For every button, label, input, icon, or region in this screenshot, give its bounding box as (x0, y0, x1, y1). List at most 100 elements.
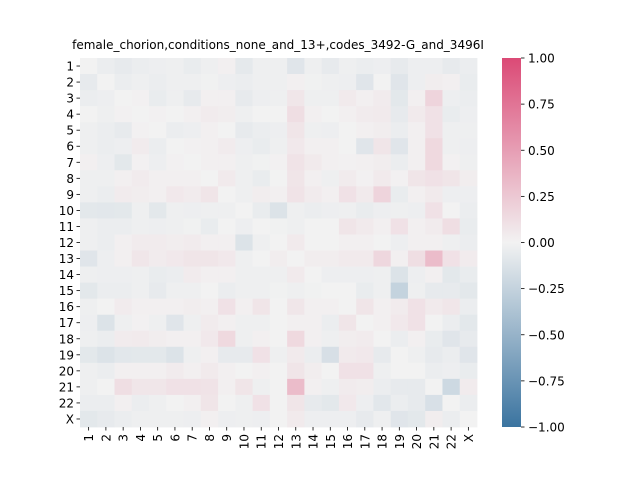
x-tick-label: 12 (272, 434, 286, 449)
heatmap-cell (425, 90, 443, 107)
heatmap-cell (114, 298, 133, 316)
heatmap-cell (235, 298, 254, 316)
heatmap-cell (407, 266, 426, 284)
heatmap-cell (131, 410, 150, 428)
heatmap-cell (459, 394, 478, 412)
heatmap-cell (218, 202, 236, 219)
heatmap-cell (166, 106, 184, 123)
heatmap-cell (149, 346, 167, 364)
heatmap-cell (166, 410, 184, 428)
colorbar-tick-label: 1.00 (528, 52, 555, 66)
heatmap-cell (356, 58, 374, 75)
heatmap-cell (442, 298, 461, 316)
heatmap-cell (183, 314, 202, 332)
heatmap-cell (183, 170, 202, 187)
heatmap-cell (131, 154, 150, 171)
heatmap-cell (131, 250, 150, 267)
heatmap-cell (252, 234, 271, 251)
heatmap-cell (459, 234, 478, 251)
heatmap-cell (356, 330, 374, 348)
heatmap-cell (149, 58, 167, 75)
heatmap-cell (218, 266, 236, 284)
heatmap-cell (252, 122, 271, 139)
heatmap-cell (321, 106, 340, 123)
heatmap-cell (200, 298, 219, 316)
heatmap-cell (200, 58, 219, 75)
heatmap-cell (442, 218, 461, 235)
heatmap-cell (80, 314, 98, 332)
heatmap-cell (287, 90, 305, 107)
heatmap-cell (338, 58, 357, 75)
heatmap-cell (131, 58, 150, 75)
heatmap-cell (407, 410, 426, 428)
heatmap-cell (80, 330, 98, 348)
heatmap-cell (407, 106, 426, 123)
heatmap-cell (407, 234, 426, 251)
heatmap-cell (114, 138, 133, 155)
heatmap-cell (252, 266, 271, 284)
heatmap-cell (287, 74, 305, 91)
heatmap-cell (252, 282, 271, 300)
heatmap-cell (97, 122, 115, 139)
heatmap-cell (304, 298, 323, 316)
heatmap-cell (269, 154, 288, 171)
heatmap-cell (80, 202, 98, 219)
heatmap-cell (97, 138, 115, 155)
heatmap-cell (356, 282, 374, 300)
heatmap-cell (235, 266, 254, 284)
heatmap-cell (166, 266, 184, 284)
heatmap-cell (407, 218, 426, 235)
heatmap-cell (235, 346, 254, 364)
heatmap-cell (356, 218, 374, 235)
heatmap-cell (338, 234, 357, 251)
heatmap-cell (218, 378, 236, 396)
heatmap-cell (200, 218, 219, 235)
heatmap-cell (131, 234, 150, 251)
heatmap-cell (338, 90, 357, 107)
heatmap-cell (287, 106, 305, 123)
heatmap-cell (459, 74, 478, 91)
heatmap-cell (373, 106, 392, 123)
colorbar-tick-label: 0.50 (528, 144, 555, 158)
heatmap-cell (183, 234, 202, 251)
heatmap-cell (131, 330, 150, 348)
heatmap-cell (183, 58, 202, 75)
heatmap-cell (269, 410, 288, 428)
heatmap-cell (269, 106, 288, 123)
heatmap-cell (459, 378, 478, 396)
heatmap-cell (183, 330, 202, 348)
heatmap-cell (373, 90, 392, 107)
heatmap-cell (131, 394, 150, 412)
heatmap-cell (287, 186, 305, 203)
heatmap-cell (390, 410, 409, 428)
heatmap-cell (321, 378, 340, 396)
heatmap-cell (235, 394, 254, 412)
heatmap-cell (166, 218, 184, 235)
heatmap-cell (442, 282, 461, 300)
heatmap-cell (321, 410, 340, 428)
colorbar-tick-label: 0.25 (528, 190, 555, 204)
heatmap-cell (114, 394, 133, 412)
heatmap-cell (338, 138, 357, 155)
heatmap-cell (407, 298, 426, 316)
heatmap-cell (114, 122, 133, 139)
y-tick-label: 15 (59, 284, 74, 298)
heatmap-cell (287, 298, 305, 316)
heatmap-cell (425, 330, 443, 348)
heatmap-cell (390, 234, 409, 251)
heatmap-cell (114, 90, 133, 107)
heatmap-cell (390, 106, 409, 123)
heatmap-cell (218, 282, 236, 300)
heatmap-cell (97, 394, 115, 412)
heatmap-cell (149, 282, 167, 300)
heatmap-cell (218, 122, 236, 139)
heatmap-cell (80, 138, 98, 155)
heatmap-cell (252, 330, 271, 348)
x-tick-label: 1 (82, 434, 96, 442)
heatmap-cell (373, 202, 392, 219)
heatmap-cell (183, 74, 202, 91)
heatmap-cell (356, 202, 374, 219)
heatmap-cell (356, 90, 374, 107)
y-tick-label: 20 (59, 364, 74, 378)
heatmap-cell (131, 218, 150, 235)
